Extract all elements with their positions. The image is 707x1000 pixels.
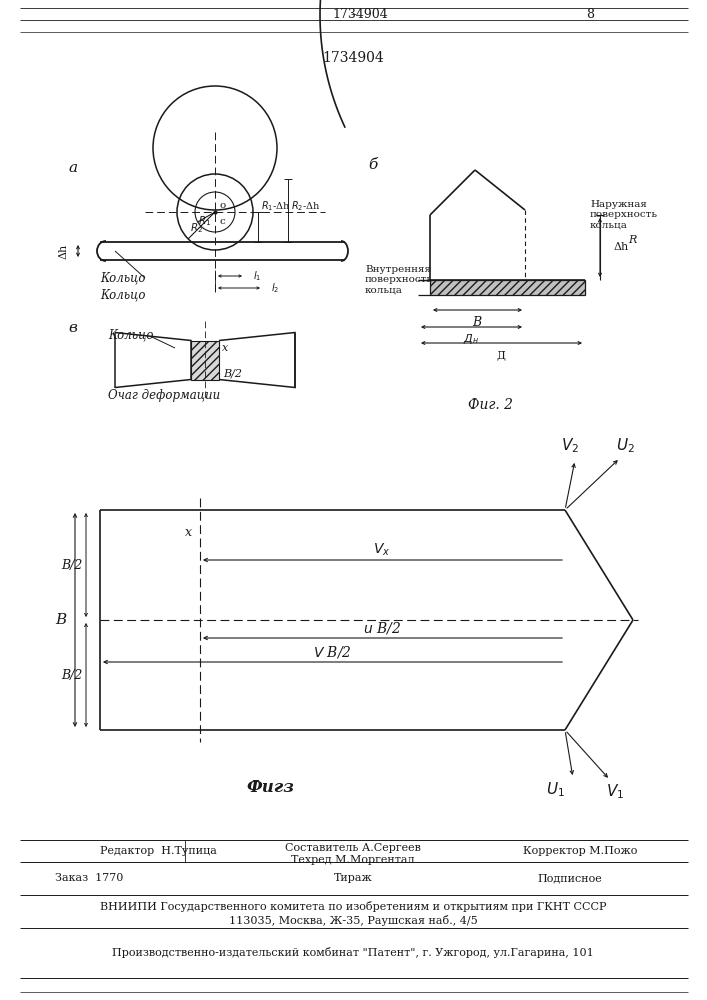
Text: $Д_н$: $Д_н$ xyxy=(463,332,479,346)
Text: 1734904: 1734904 xyxy=(332,7,388,20)
Text: $u$ B/2: $u$ B/2 xyxy=(363,620,401,636)
Text: B/2: B/2 xyxy=(62,668,83,682)
Text: x: x xyxy=(185,526,192,538)
Text: Производственно-издательский комбинат "Патент", г. Ужгород, ул.Гагарина, 101: Производственно-издательский комбинат "П… xyxy=(112,948,594,958)
Text: Фигз: Фигз xyxy=(246,780,294,796)
Text: $R_2$: $R_2$ xyxy=(190,221,204,235)
Text: Подписное: Подписное xyxy=(537,873,602,883)
Text: $V$ B/2: $V$ B/2 xyxy=(312,644,351,660)
Text: б: б xyxy=(368,158,378,172)
Text: B: B xyxy=(55,613,66,627)
Text: $l_2$: $l_2$ xyxy=(271,281,279,295)
Text: $V_x$: $V_x$ xyxy=(373,542,391,558)
Text: B/2: B/2 xyxy=(62,558,83,572)
Text: в: в xyxy=(68,321,77,335)
Text: R: R xyxy=(628,235,636,245)
Text: Тираж: Тираж xyxy=(334,873,373,883)
Text: x: x xyxy=(222,343,228,353)
Text: Кольцо: Кольцо xyxy=(108,328,153,342)
Text: Внутренняя
поверхность
кольца: Внутренняя поверхность кольца xyxy=(365,265,433,295)
Text: a: a xyxy=(68,161,77,175)
Text: Техред М.Моргентал: Техред М.Моргентал xyxy=(291,855,415,865)
Text: Δh: Δh xyxy=(614,242,629,252)
Text: Корректор М.Пожо: Корректор М.Пожо xyxy=(522,846,637,856)
Text: $l_1$: $l_1$ xyxy=(253,269,262,283)
Text: $U_1$: $U_1$ xyxy=(546,781,564,799)
Text: 1734904: 1734904 xyxy=(322,51,384,65)
Text: Кольцо: Кольцо xyxy=(100,271,146,284)
Text: Заказ  1770: Заказ 1770 xyxy=(55,873,124,883)
Text: $U_2$: $U_2$ xyxy=(616,437,634,455)
Text: B: B xyxy=(472,316,481,328)
Polygon shape xyxy=(430,280,585,295)
Text: $V_1$: $V_1$ xyxy=(606,783,624,801)
Text: $R_1$-Δh: $R_1$-Δh xyxy=(261,199,291,213)
Text: Составитель А.Сергеев: Составитель А.Сергеев xyxy=(285,843,421,853)
Text: ВНИИПИ Государственного комитета по изобретениям и открытиям при ГКНТ СССР: ВНИИПИ Государственного комитета по изоб… xyxy=(100,902,606,912)
Text: Очаг деформации: Очаг деформации xyxy=(108,388,221,401)
Text: 8: 8 xyxy=(586,7,594,20)
Text: –: – xyxy=(350,9,356,19)
Text: Редактор  Н.Тупица: Редактор Н.Тупица xyxy=(100,846,217,856)
Text: B/2: B/2 xyxy=(223,369,242,379)
Text: Δh: Δh xyxy=(59,243,69,259)
Text: $R_1$: $R_1$ xyxy=(199,214,211,228)
Text: 113035, Москва, Ж-35, Раушская наб., 4/5: 113035, Москва, Ж-35, Раушская наб., 4/5 xyxy=(228,914,477,926)
Text: $R_2$-Δh: $R_2$-Δh xyxy=(291,199,321,213)
Text: o: o xyxy=(219,201,226,210)
Text: $V_2$: $V_2$ xyxy=(561,437,579,455)
Text: Фиг. 2: Фиг. 2 xyxy=(467,398,513,412)
Polygon shape xyxy=(191,340,219,379)
Text: Д: Д xyxy=(496,350,506,360)
Text: Наружная
поверхность
кольца: Наружная поверхность кольца xyxy=(590,200,658,230)
Text: c: c xyxy=(219,217,225,226)
Text: Кольцо: Кольцо xyxy=(100,288,146,302)
